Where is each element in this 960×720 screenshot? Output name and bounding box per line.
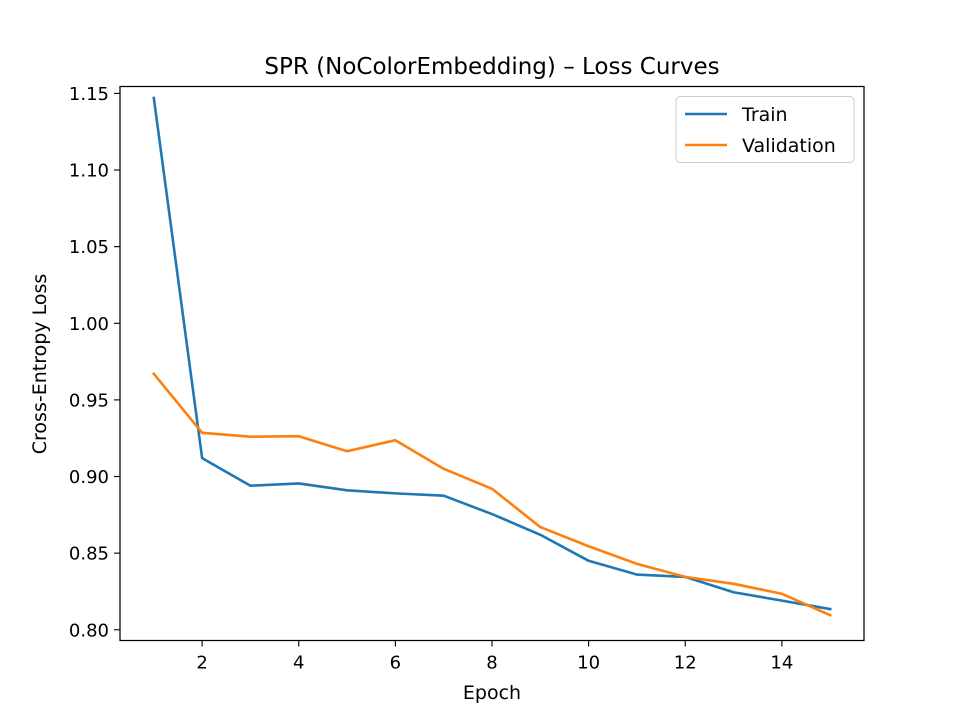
- x-tick-label: 12: [674, 653, 697, 674]
- x-tick-label: 10: [577, 653, 600, 674]
- y-tick-label: 1.10: [69, 161, 109, 182]
- y-tick-label: 0.95: [69, 390, 109, 411]
- plot-area-frame: [119, 85, 865, 642]
- y-tick-label: 0.85: [69, 544, 109, 565]
- y-tick-label: 1.05: [69, 237, 109, 258]
- series-line-train: [152, 96, 832, 611]
- y-axis: 0.80 0.85 0.90 0.95 1.00 1.05 1.10 1.15: [69, 84, 120, 641]
- legend-label-validation: Validation: [742, 135, 836, 157]
- y-tick-label: 1.00: [69, 314, 109, 335]
- x-axis: 2 4 6 8 10 12 14: [196, 640, 793, 674]
- x-tick-label: 2: [196, 653, 207, 674]
- x-tick-label: 14: [770, 653, 793, 674]
- x-tick-label: 8: [486, 653, 497, 674]
- x-axis-label: Epoch: [463, 682, 521, 704]
- chart-title: SPR (NoColorEmbedding) – Loss Curves: [264, 54, 719, 80]
- y-tick-label: 0.90: [69, 467, 109, 488]
- y-tick-label: 1.15: [69, 84, 109, 105]
- legend: Train Validation: [675, 96, 855, 163]
- x-tick-label: 6: [390, 653, 401, 674]
- legend-label-train: Train: [741, 104, 788, 126]
- y-axis-label: Cross-Entropy Loss: [29, 274, 51, 454]
- x-tick-label: 4: [293, 653, 304, 674]
- series-line-validation: [151, 372, 832, 617]
- y-tick-label: 0.80: [69, 620, 109, 641]
